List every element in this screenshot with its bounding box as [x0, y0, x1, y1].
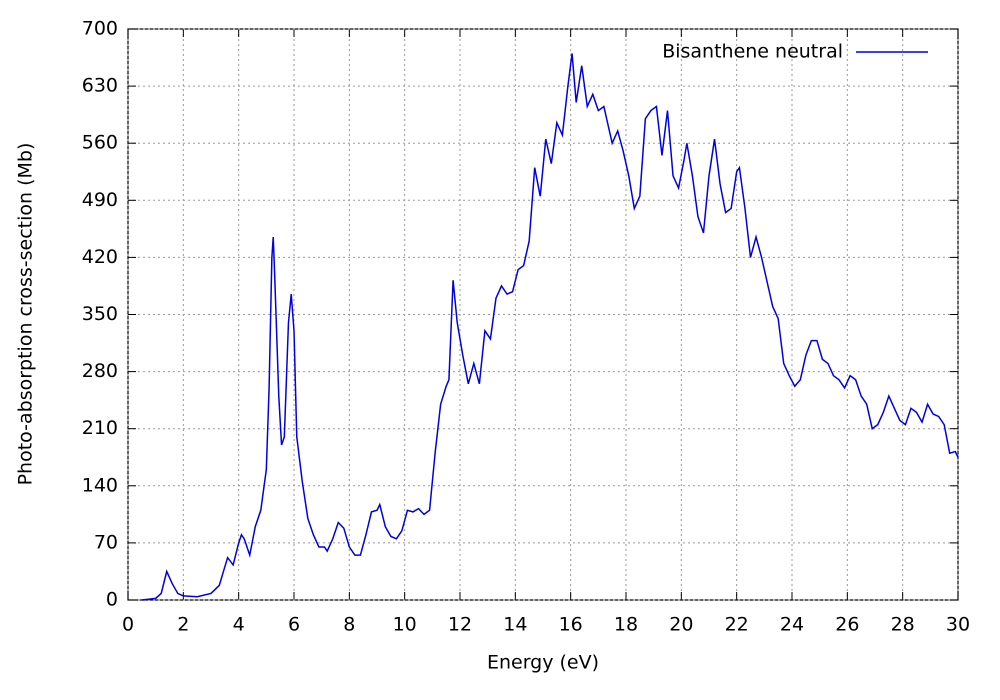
- x-tick-label: 2: [177, 614, 189, 636]
- x-tick-label: 30: [946, 614, 970, 636]
- x-tick-label: 0: [122, 614, 134, 636]
- y-tick-label: 420: [82, 246, 118, 268]
- data-line: [141, 53, 959, 601]
- legend-label: Bisanthene neutral: [662, 41, 843, 63]
- x-tick-label: 6: [288, 614, 300, 636]
- x-tick-label: 22: [725, 614, 749, 636]
- x-tick-label: 24: [780, 614, 804, 636]
- y-tick-label: 630: [82, 75, 118, 97]
- x-tick-label: 12: [448, 614, 472, 636]
- y-tick-label: 280: [82, 360, 118, 382]
- x-tick-label: 26: [835, 614, 859, 636]
- x-tick-label: 28: [891, 614, 915, 636]
- y-tick-label: 490: [82, 189, 118, 211]
- y-axis-label: Photo-absorption cross-section (Mb): [15, 143, 37, 486]
- y-tick-label: 350: [82, 303, 118, 325]
- y-tick-label: 560: [82, 132, 118, 154]
- x-tick-label: 10: [393, 614, 417, 636]
- y-tick-label: 0: [106, 589, 118, 611]
- x-tick-label: 8: [343, 614, 355, 636]
- x-tick-label: 18: [614, 614, 638, 636]
- x-axis-label: Energy (eV): [487, 652, 599, 674]
- x-tick-label: 4: [233, 614, 245, 636]
- y-tick-label: 210: [82, 417, 118, 439]
- x-tick-label: 20: [669, 614, 693, 636]
- y-tick-label: 70: [94, 531, 118, 553]
- y-tick-label: 700: [82, 18, 118, 40]
- x-tick-label: 16: [559, 614, 583, 636]
- x-tick-label: 14: [503, 614, 527, 636]
- y-tick-label: 140: [82, 474, 118, 496]
